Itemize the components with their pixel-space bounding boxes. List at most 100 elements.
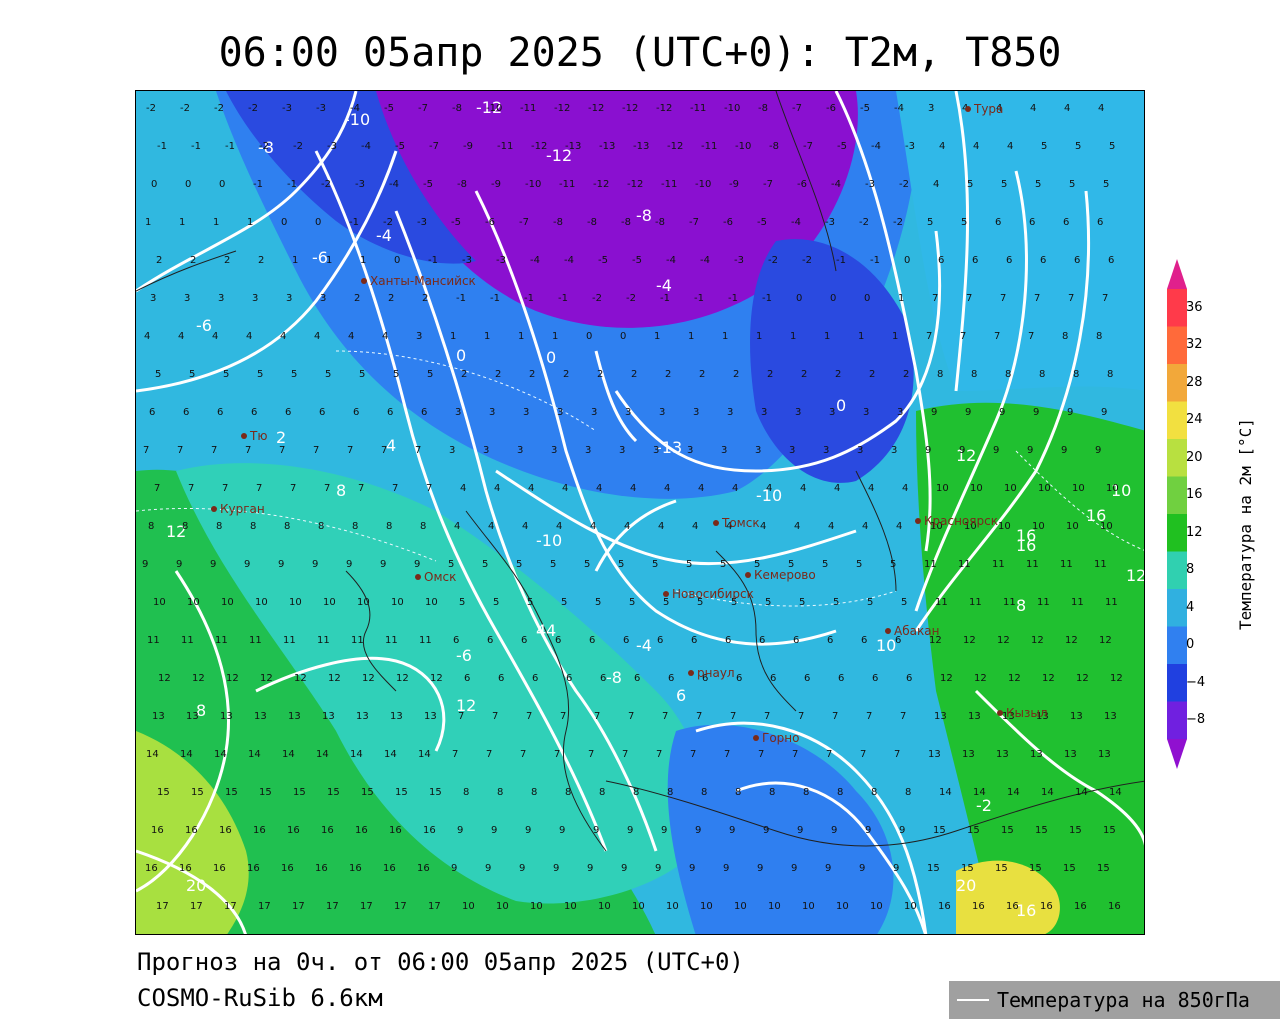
- grid-value: 11: [992, 559, 1005, 570]
- isotherm-label: -2: [976, 796, 992, 815]
- isotherm-line: [255, 656, 446, 752]
- grid-value: 7: [279, 445, 285, 456]
- grid-value: 15: [1001, 825, 1014, 836]
- grid-value: 7: [188, 483, 194, 494]
- grid-value: 8: [1039, 369, 1045, 380]
- grid-value: 12: [1076, 673, 1089, 684]
- isotherm-line: [974, 689, 1144, 846]
- grid-value: -1: [157, 141, 167, 152]
- grid-value: 13: [288, 711, 301, 722]
- grid-value: 9: [312, 559, 318, 570]
- colorbar-title: Температура на 2м [°C]: [1236, 418, 1255, 630]
- grid-value: 13: [1002, 711, 1015, 722]
- isotherm-label: -8: [636, 206, 652, 225]
- grid-value: 10: [998, 521, 1011, 532]
- grid-value: 3: [483, 445, 489, 456]
- isotherm-label: -8: [606, 668, 622, 687]
- grid-value: 5: [561, 597, 567, 608]
- grid-value: 9: [587, 863, 593, 874]
- city-dot: [241, 433, 247, 439]
- grid-value: 7: [894, 749, 900, 760]
- grid-value: 6: [566, 673, 572, 684]
- grid-value: 5: [291, 369, 297, 380]
- colorbar-segment: [1167, 259, 1187, 289]
- grid-value: -4: [350, 103, 360, 114]
- grid-value: -13: [633, 141, 649, 152]
- grid-value: 6: [838, 673, 844, 684]
- grid-value: 6: [861, 635, 867, 646]
- grid-value: -5: [384, 103, 394, 114]
- colorbar-segment: [1167, 326, 1187, 365]
- grid-value: 6: [691, 635, 697, 646]
- colorbar-segment: [1167, 514, 1187, 552]
- grid-value: 5: [493, 597, 499, 608]
- grid-value: 14: [180, 749, 193, 760]
- grid-value: 10: [1038, 483, 1051, 494]
- colorbar-tick-label: 12: [1186, 524, 1203, 540]
- grid-value: 7: [926, 331, 932, 342]
- grid-value: 3: [252, 293, 258, 304]
- grid-value: 12: [396, 673, 409, 684]
- colorbar-tick-label: 0: [1186, 637, 1195, 653]
- grid-value: 4: [933, 179, 939, 190]
- grid-value: -4: [894, 103, 904, 114]
- grid-value: 12: [260, 673, 273, 684]
- yellow-southeast: [956, 860, 1060, 934]
- isotherm-label: 0: [546, 348, 556, 367]
- grid-value: -2: [626, 293, 636, 304]
- isotherm-line: [136, 570, 230, 893]
- grid-value: 0: [796, 293, 802, 304]
- grid-value: 8: [531, 787, 537, 798]
- grid-value: 7: [1102, 293, 1108, 304]
- grid-value: 6: [1074, 255, 1080, 266]
- grid-value: 4: [454, 521, 460, 532]
- grid-value: 5: [663, 597, 669, 608]
- grid-value: 9: [825, 863, 831, 874]
- grid-value: 7: [594, 711, 600, 722]
- grid-value: 2: [388, 293, 394, 304]
- isotherm-label: 16: [1016, 901, 1036, 920]
- isotherm-label: 20: [186, 876, 206, 895]
- grid-value: 17: [258, 901, 271, 912]
- grid-value: 7: [656, 749, 662, 760]
- isotherm-label: 8: [1016, 596, 1026, 615]
- grid-value: 15: [259, 787, 272, 798]
- grid-value: 5: [867, 597, 873, 608]
- grid-value: 1: [518, 331, 524, 342]
- city-dot: [663, 591, 669, 597]
- grid-value: 12: [963, 635, 976, 646]
- grid-value: 9: [142, 559, 148, 570]
- grid-value: 11: [147, 635, 160, 646]
- grid-value: 9: [899, 825, 905, 836]
- grid-value: -5: [598, 255, 608, 266]
- border-line: [715, 550, 797, 712]
- border-line: [345, 570, 397, 692]
- isotherm-line: [136, 150, 398, 393]
- grid-value: 2: [156, 255, 162, 266]
- contour-legend: Температура на 850гПа: [949, 981, 1280, 1019]
- grid-value: 4: [1007, 141, 1013, 152]
- grid-value: 10: [768, 901, 781, 912]
- grid-value: 3: [795, 407, 801, 418]
- grid-value: 5: [459, 597, 465, 608]
- grid-value: 9: [519, 863, 525, 874]
- grid-value: 7: [520, 749, 526, 760]
- grid-value: 3: [449, 445, 455, 456]
- grid-value: -12: [588, 103, 604, 114]
- grid-value: -9: [463, 141, 473, 152]
- grid-value: 6: [623, 635, 629, 646]
- grid-value: -1: [225, 141, 235, 152]
- grid-value: 9: [831, 825, 837, 836]
- grid-value: 15: [1097, 863, 1110, 874]
- grid-value: -8: [452, 103, 462, 114]
- grid-value: 6: [634, 673, 640, 684]
- grid-value: 2: [903, 369, 909, 380]
- grid-value: 2: [563, 369, 569, 380]
- light-green-southwest: [136, 731, 249, 934]
- grid-value: 8: [420, 521, 426, 532]
- grid-value: 4: [766, 483, 772, 494]
- grid-value: 8: [1005, 369, 1011, 380]
- grid-value: 13: [220, 711, 233, 722]
- grid-value: 7: [177, 445, 183, 456]
- grid-value: -7: [418, 103, 428, 114]
